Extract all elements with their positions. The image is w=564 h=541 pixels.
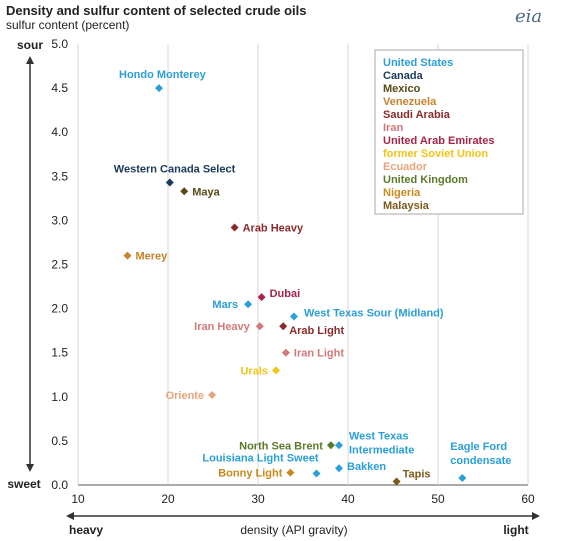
data-label: Western Canada Select (114, 163, 236, 175)
data-point (208, 391, 217, 400)
data-point (165, 178, 174, 187)
data-point (272, 366, 280, 375)
data-label: Louisiana Light Sweet (202, 453, 318, 465)
data-label: Iran Heavy (194, 321, 251, 333)
y-tick-label: 1.5 (51, 346, 68, 360)
sour-label: sour (17, 38, 43, 52)
data-label: Urals (240, 365, 268, 377)
data-label: Maya (192, 186, 220, 198)
data-point (290, 312, 298, 321)
y-tick-label: 0.5 (51, 434, 68, 448)
legend-entry: Iran (383, 122, 403, 134)
data-label: Bakken (347, 461, 386, 473)
heavy-arrowhead (66, 512, 74, 520)
sour-arrowhead (26, 56, 34, 64)
data-label: North Sea Brent (239, 440, 323, 452)
data-point (392, 477, 401, 486)
x-tick-label: 30 (251, 492, 265, 506)
data-label: Iran Light (294, 348, 344, 360)
legend-entry: Malaysia (383, 200, 430, 212)
data-point (123, 251, 132, 260)
x-tick-label: 50 (431, 492, 445, 506)
data-label: Arab Light (289, 325, 344, 337)
data-point (458, 473, 467, 482)
data-point (255, 322, 264, 331)
legend-entry: United Arab Emirates (383, 135, 494, 147)
legend-entry: Venezuela (383, 96, 437, 108)
eia-logo: eia (515, 6, 543, 27)
y-tick-label: 3.5 (51, 169, 68, 183)
data-label: Bonny Light (218, 468, 282, 480)
data-point (279, 322, 288, 331)
data-point (180, 187, 189, 196)
data-point (286, 468, 295, 477)
x-axis-title: density (API gravity) (240, 523, 347, 537)
x-tick-label: 60 (521, 492, 535, 506)
y-tick-label: 4.0 (51, 125, 68, 139)
y-tick-label: 3.0 (51, 213, 68, 227)
y-tick-label: 0.0 (51, 478, 68, 492)
x-tick-label: 20 (161, 492, 175, 506)
legend-entry: United Kingdom (383, 174, 468, 186)
data-label: Hondo Monterey (119, 69, 207, 81)
x-tick-label: 40 (341, 492, 355, 506)
data-label: Arab Heavy (243, 222, 304, 234)
chart-title: Density and sulfur content of selected c… (6, 3, 307, 18)
data-label: West Texas Intermediate (349, 430, 414, 456)
light-label: light (503, 523, 528, 537)
data-point (312, 469, 321, 478)
data-label: Oriente (166, 390, 205, 402)
data-point (335, 464, 343, 473)
data-label: Tapis (403, 468, 431, 480)
y-tick-label: 1.0 (51, 390, 68, 404)
data-point (281, 348, 290, 357)
data-point (244, 300, 253, 309)
legend-entry: Mexico (383, 83, 421, 95)
data-point (326, 441, 335, 450)
sweet-label: sweet (7, 477, 40, 491)
y-tick-label: 5.0 (51, 37, 68, 51)
legend: United StatesCanadaMexicoVenezuelaSaudi … (383, 57, 494, 212)
sweet-arrowhead (26, 464, 34, 472)
data-point (230, 223, 239, 232)
legend-entry: Ecuador (383, 161, 428, 173)
y-axis-title: sulfur content (percent) (6, 18, 130, 32)
data-point (335, 441, 343, 450)
y-tick-label: 2.5 (51, 258, 68, 272)
y-tick-label: 2.0 (51, 302, 68, 316)
light-arrowhead (532, 512, 540, 520)
legend-entry: Canada (383, 70, 424, 82)
data-point (257, 293, 266, 302)
legend-entry: Nigeria (383, 187, 421, 199)
legend-entry: United States (383, 57, 453, 69)
heavy-label: heavy (69, 523, 103, 537)
x-tick-label: 10 (71, 492, 85, 506)
data-point (155, 84, 163, 93)
y-tick-label: 4.5 (51, 81, 68, 95)
data-label: West Texas Sour (Midland) (304, 308, 444, 320)
legend-entry: Saudi Arabia (383, 109, 451, 121)
legend-box (374, 49, 524, 215)
data-label: Dubai (270, 288, 301, 300)
data-label: Mars (212, 299, 238, 311)
legend-entry: former Soviet Union (383, 148, 488, 160)
data-label: Eagle Ford condensate (450, 441, 511, 467)
data-label: Merey (136, 251, 169, 263)
